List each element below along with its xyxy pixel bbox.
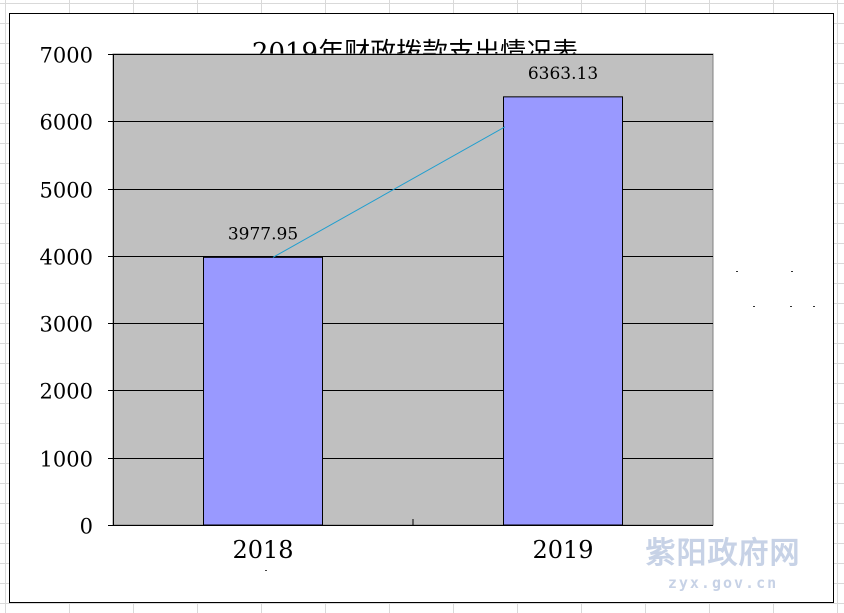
watermark-cn-text: 紫阳政府网 <box>645 536 801 571</box>
y-tick-label: 3000 <box>40 313 93 337</box>
stray-mark <box>753 306 755 307</box>
stray-mark <box>791 271 793 272</box>
y-tick-label: 4000 <box>40 246 93 270</box>
data-label: 3977.95 <box>228 224 298 244</box>
trend-line <box>272 126 506 258</box>
y-tick-label: 7000 <box>40 44 93 68</box>
stray-mark <box>813 306 815 307</box>
stray-mark <box>736 271 738 272</box>
stray-mark <box>265 570 267 571</box>
stray-mark <box>790 306 792 307</box>
watermark-logo: 紫阳政府网 zyx.gov.cn <box>618 528 828 592</box>
watermark-url-text: zyx.gov.cn <box>667 574 779 592</box>
bar <box>203 256 323 526</box>
y-tick-label: 0 <box>80 515 93 539</box>
y-tick-label: 5000 <box>40 179 93 203</box>
x-tick-label: 2019 <box>532 536 593 564</box>
y-tick-label: 2000 <box>40 380 93 404</box>
y-tick-label: 6000 <box>40 111 93 135</box>
data-label: 6363.13 <box>528 64 598 84</box>
y-tick-label: 1000 <box>40 448 93 472</box>
bar <box>503 96 623 526</box>
x-tick-label: 2018 <box>232 536 293 564</box>
